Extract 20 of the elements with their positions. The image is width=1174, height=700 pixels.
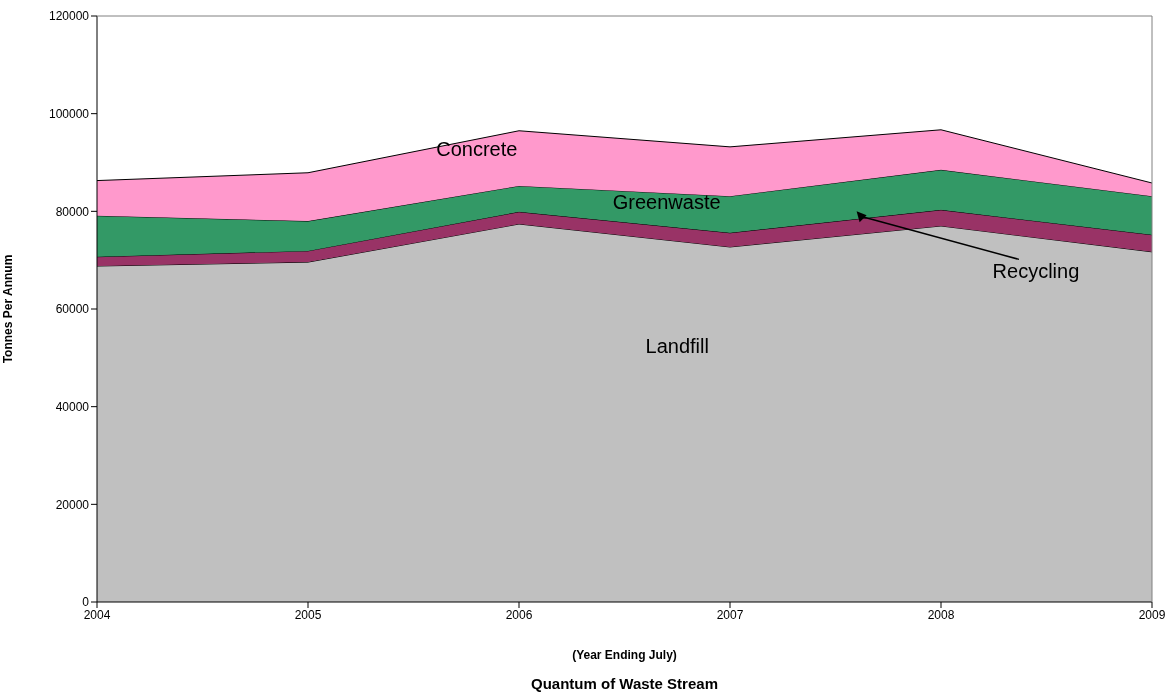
- x-tick-label: 2009: [1138, 607, 1166, 622]
- series-label: Concrete: [436, 137, 518, 160]
- y-tick-label: 20000: [55, 497, 90, 512]
- series-label: Greenwaste: [612, 191, 721, 214]
- series-label: Landfill: [645, 335, 709, 358]
- x-tick-label: 2008: [927, 607, 955, 622]
- y-tick-label: 80000: [55, 204, 90, 219]
- x-tick-label: 2005: [294, 607, 322, 622]
- x-tick-label: 2004: [83, 607, 111, 622]
- y-tick-label: 0: [82, 595, 90, 610]
- x-axis-title: (Year Ending July): [571, 648, 678, 662]
- x-tick-label: 2007: [716, 607, 744, 622]
- series-label: Recycling: [992, 259, 1080, 282]
- x-tick-label: 2006: [505, 607, 533, 622]
- y-tick-label: 100000: [48, 106, 90, 121]
- y-tick-label: 120000: [48, 9, 90, 24]
- y-tick-label: 40000: [55, 399, 90, 414]
- y-axis-title: Tonnes Per Annum: [1, 254, 16, 364]
- y-tick-label: 60000: [55, 302, 90, 317]
- text: Quantum of Waste Stream: [530, 675, 719, 692]
